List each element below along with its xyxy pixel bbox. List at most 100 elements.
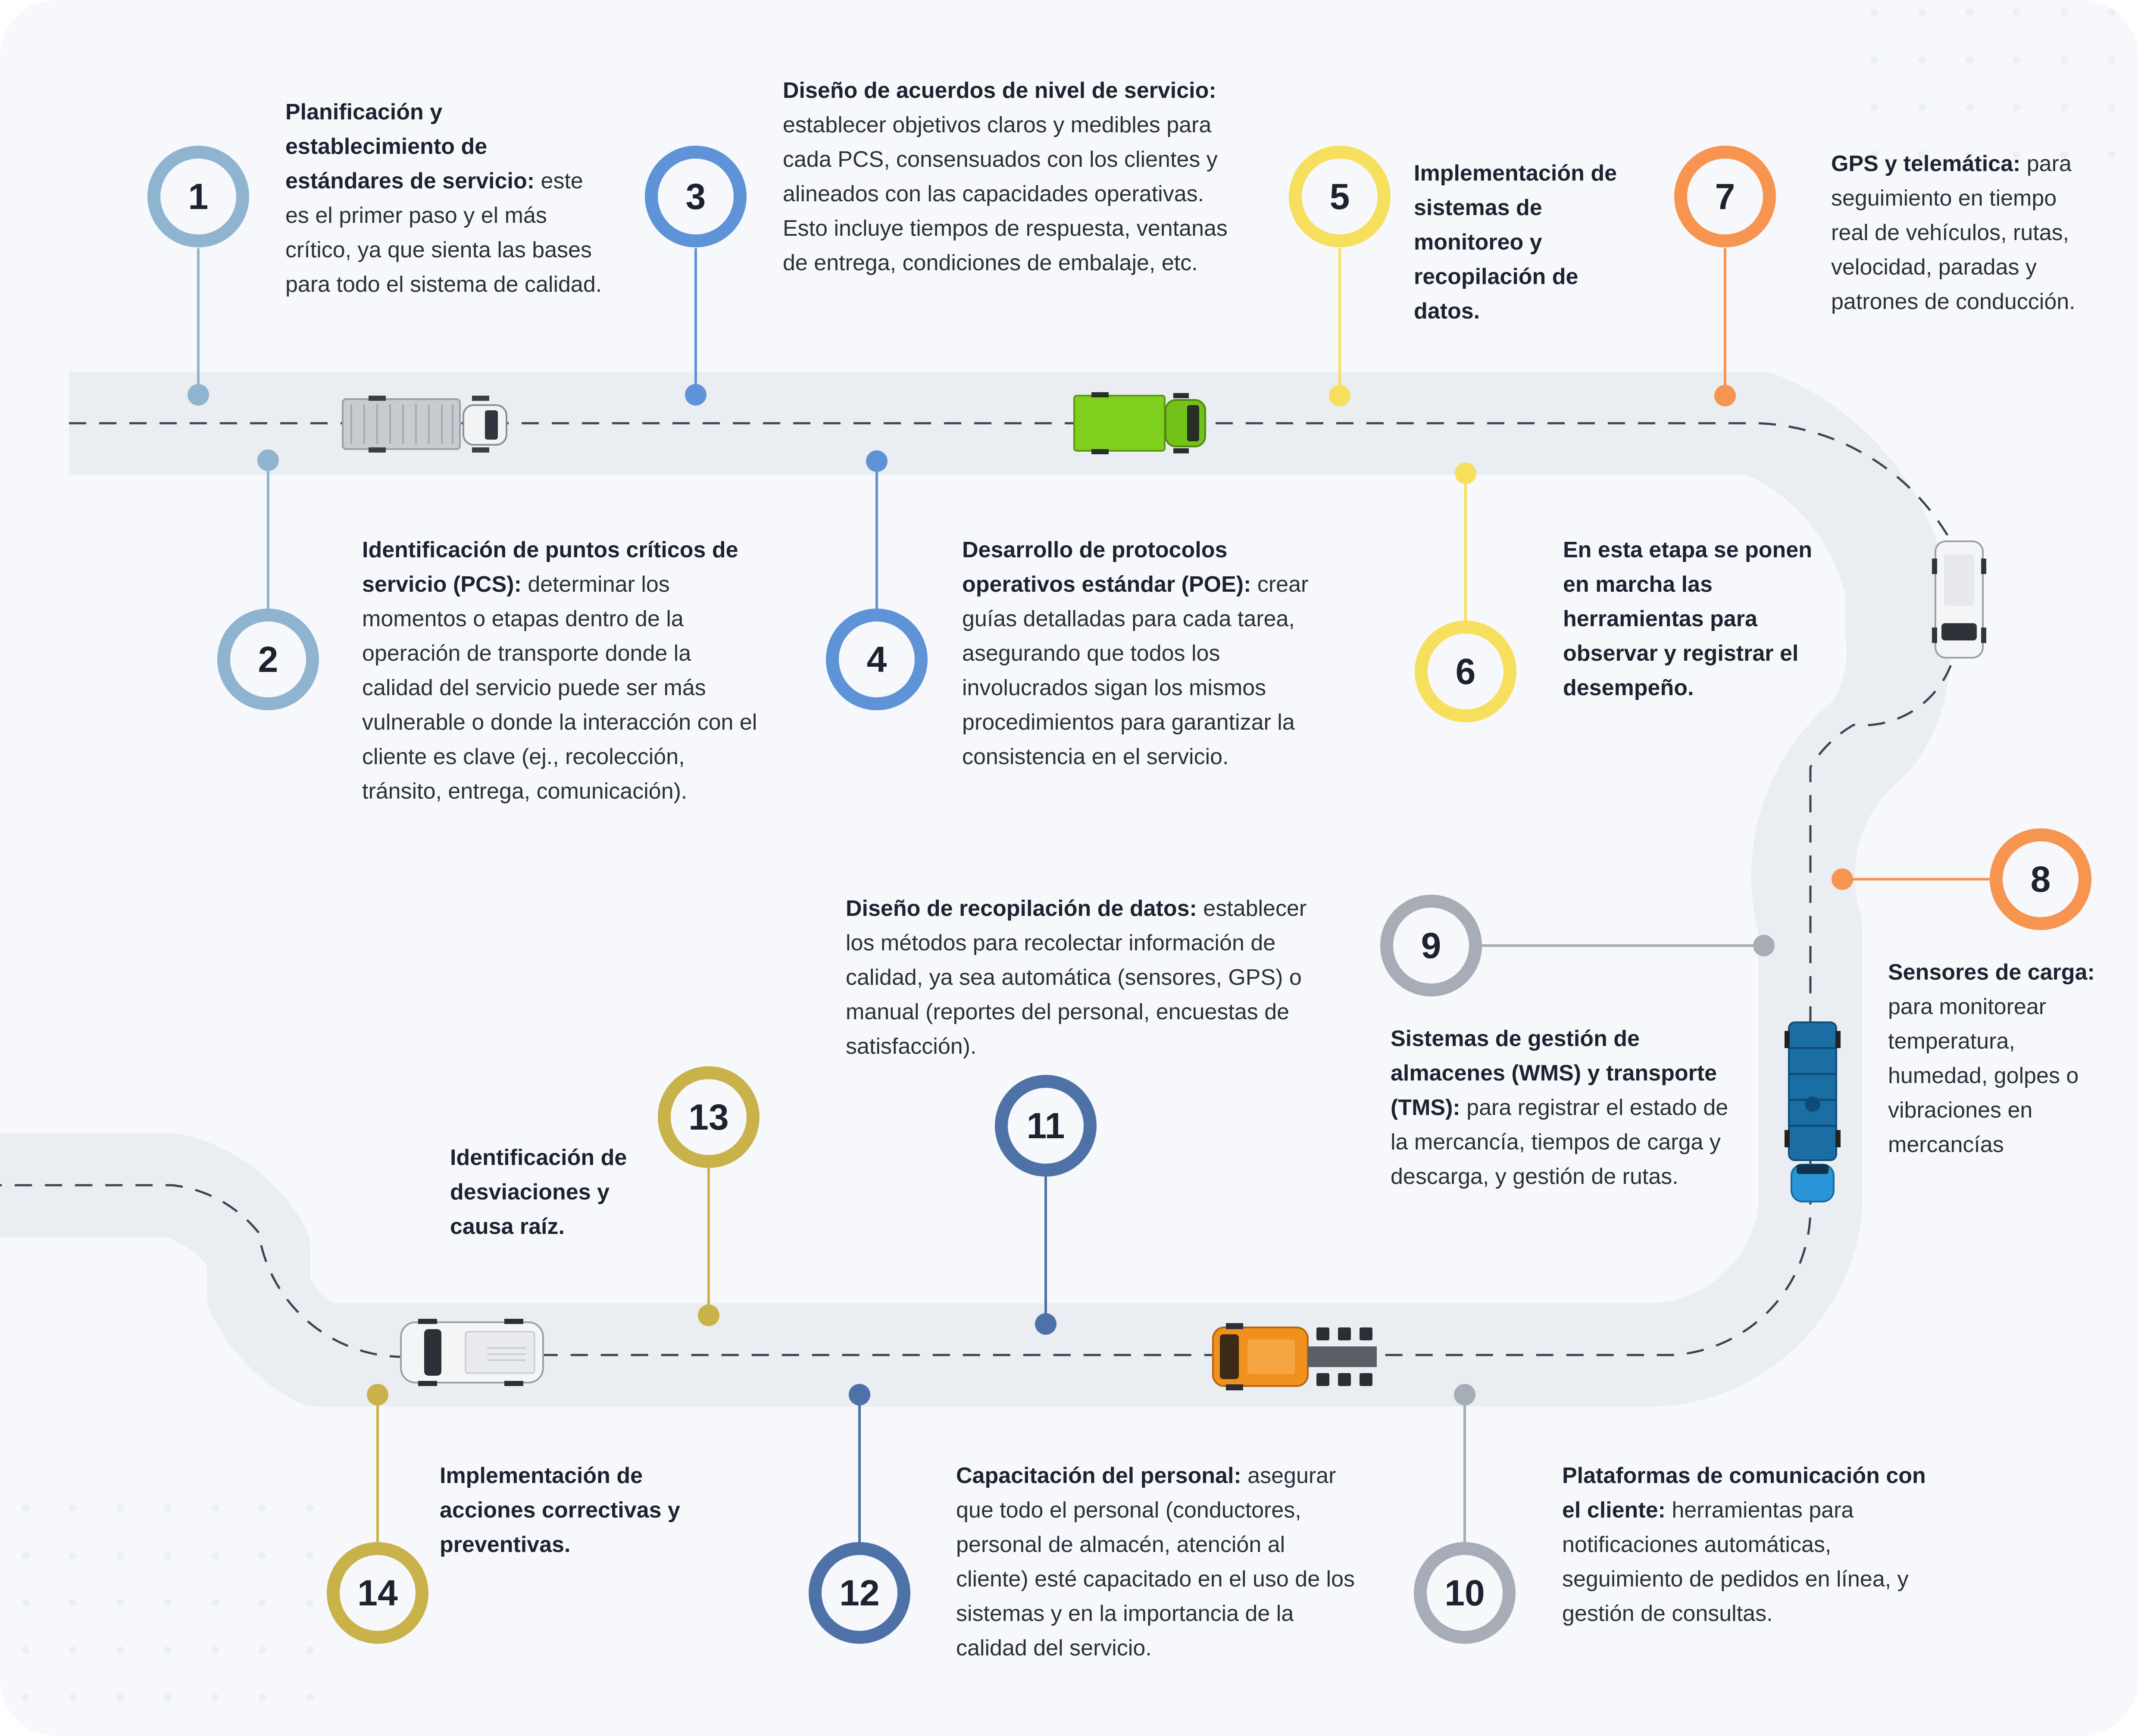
step-8-marker: 8 (1990, 828, 2091, 930)
step-8-connector (1842, 878, 2041, 880)
step-9-connector (1431, 944, 1764, 947)
step-3-pin (685, 384, 706, 406)
step-6-marker: 6 (1415, 621, 1516, 722)
step-14-pin (367, 1384, 388, 1405)
step-2-title: Identificación de puntos críticos de ser… (362, 537, 738, 597)
step-9-text: Sistemas de gestión de almacenes (WMS) y… (1391, 1021, 1744, 1194)
blue-tanker-truck-icon (1785, 1021, 1841, 1202)
step-14-text: Implementación de acciones correctivas y… (440, 1458, 707, 1562)
road (0, 372, 1950, 1407)
step-2-pin (257, 450, 279, 471)
step-2-description: determinar los momentos o etapas dentro … (362, 572, 757, 804)
white-pickup-truck-icon (400, 1319, 544, 1386)
step-2-text: Identificación de puntos críticos de ser… (362, 533, 767, 809)
step-14-marker: 14 (327, 1542, 428, 1644)
step-8-title: Sensores de carga: (1888, 960, 2095, 985)
step-5-marker: 5 (1289, 146, 1391, 247)
step-7-marker: 7 (1674, 146, 1776, 247)
step-7-connector (1724, 248, 1726, 396)
orange-tractor-truck-icon (1212, 1323, 1377, 1390)
step-2-number: 2 (258, 639, 278, 680)
step-9-marker: 9 (1380, 895, 1482, 996)
step-11-title: Diseño de recopilación de datos: (846, 896, 1197, 921)
step-12-title: Capacitación del personal: (956, 1463, 1241, 1488)
step-12-text: Capacitación del personal: asegurar que … (956, 1458, 1361, 1665)
step-12-description: asegurar que todo el personal (conductor… (956, 1463, 1355, 1661)
step-2-connector (267, 460, 269, 659)
step-14-title: Implementación de acciones correctivas y… (440, 1463, 680, 1557)
step-6-title: En esta etapa se ponen en marcha las her… (1563, 537, 1812, 700)
step-3-text: Diseño de acuerdos de nivel de servicio:… (783, 73, 1240, 280)
step-11-description: establecer los métodos para recolectar i… (846, 896, 1307, 1059)
step-12-connector (858, 1395, 861, 1593)
step-10-marker: 10 (1414, 1542, 1516, 1644)
step-7-pin (1714, 385, 1736, 406)
step-7-text: GPS y telemática: para seguimiento en ti… (1831, 147, 2098, 319)
step-10-pin (1454, 1384, 1475, 1405)
step-4-text: Desarrollo de protocolos operativos está… (962, 533, 1341, 774)
step-3-connector (694, 248, 697, 395)
step-8-description: para monitorear temperatura, humedad, go… (1888, 994, 2079, 1157)
step-5-connector (1338, 248, 1341, 396)
step-4-pin (866, 450, 888, 472)
green-truck-icon (1073, 392, 1206, 454)
step-1-number: 1 (188, 176, 209, 217)
step-14-number: 14 (357, 1573, 398, 1613)
step-8-text: Sensores de carga: para monitorear tempe… (1888, 955, 2112, 1162)
step-1-connector (197, 248, 200, 395)
step-13-marker: 13 (658, 1066, 760, 1168)
step-10-connector (1463, 1395, 1466, 1593)
step-3-title: Diseño de acuerdos de nivel de servicio: (783, 78, 1216, 103)
step-10-description: herramientas para notificaciones automát… (1562, 1498, 1909, 1626)
step-11-connector (1044, 1126, 1047, 1324)
step-1-text: Planificación y establecimiento de están… (285, 95, 604, 302)
road-center-dash (0, 422, 1959, 1358)
step-9-description: para registrar el estado de la mercancía… (1391, 1095, 1729, 1189)
step-10-text: Plataformas de comunicación con el clien… (1562, 1458, 1933, 1631)
step-8-number: 8 (2030, 859, 2051, 899)
step-6-pin (1455, 462, 1476, 484)
step-5-title: Implementación de sistemas de monitoreo … (1414, 161, 1617, 324)
step-7-number: 7 (1715, 176, 1735, 217)
step-9-title: Sistemas de gestión de almacenes (WMS) y… (1391, 1026, 1717, 1120)
step-4-number: 4 (866, 639, 887, 680)
step-10-title: Plataformas de comunicación con el clien… (1562, 1463, 1926, 1523)
dot-pattern-bottom-left (22, 1504, 314, 1702)
step-13-number: 13 (688, 1097, 729, 1137)
step-6-number: 6 (1455, 651, 1476, 692)
step-1-marker: 1 (147, 146, 249, 247)
step-3-number: 3 (685, 176, 706, 217)
step-9-number: 9 (1421, 925, 1441, 966)
step-6-connector (1464, 473, 1467, 671)
step-2-marker: 2 (217, 609, 319, 710)
step-4-marker: 4 (826, 609, 928, 710)
step-7-title: GPS y telemática: (1831, 151, 2021, 176)
step-10-number: 10 (1444, 1573, 1485, 1613)
step-3-marker: 3 (645, 146, 747, 247)
step-13-connector (707, 1117, 710, 1315)
step-4-connector (875, 461, 878, 659)
step-13-text: Identificación de desviaciones y causa r… (450, 1140, 657, 1244)
step-13-title: Identificación de desviaciones y causa r… (450, 1145, 627, 1239)
step-14-connector (376, 1395, 379, 1593)
step-1-title: Planificación y establecimiento de están… (285, 100, 535, 194)
white-van-icon (1932, 540, 1986, 659)
step-6-text: En esta etapa se ponen en marcha las her… (1563, 533, 1822, 705)
step-12-number: 12 (839, 1573, 880, 1613)
step-1-pin (188, 384, 209, 406)
step-11-text: Diseño de recopilación de datos: estable… (846, 891, 1311, 1064)
step-5-pin (1329, 385, 1350, 406)
step-11-number: 11 (1026, 1105, 1065, 1146)
step-8-pin (1832, 868, 1853, 890)
step-11-pin (1035, 1313, 1056, 1335)
step-11-marker: 11 (995, 1075, 1097, 1177)
step-5-text: Implementación de sistemas de monitoreo … (1414, 156, 1638, 328)
step-3-description: establecer objetivos claros y medibles p… (783, 112, 1228, 275)
step-7-description: para seguimiento en tiempo real de vehíc… (1831, 151, 2075, 314)
step-9-pin (1753, 935, 1775, 956)
step-5-number: 5 (1329, 176, 1350, 217)
step-1-description: este es el primer paso y el más crítico,… (285, 169, 602, 297)
gray-box-truck-icon (342, 396, 507, 453)
